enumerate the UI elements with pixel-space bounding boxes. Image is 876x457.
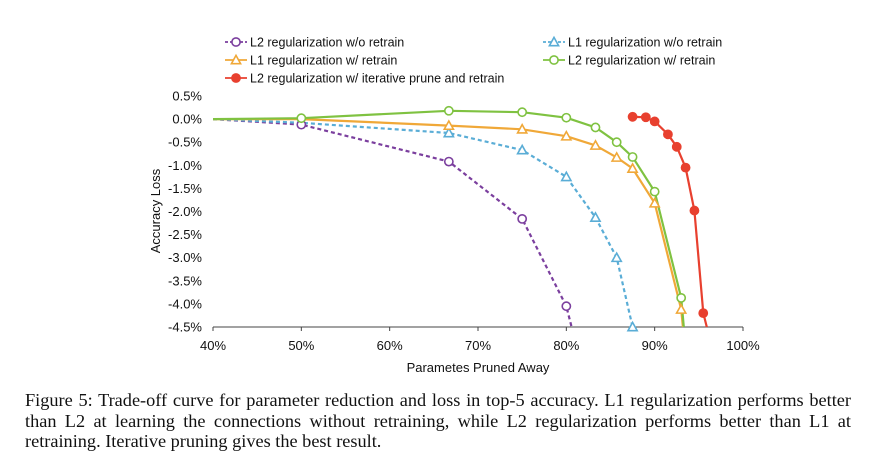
data-point — [626, 320, 639, 332]
series-1-markers — [296, 119, 572, 312]
series-layer — [213, 105, 709, 332]
data-point — [640, 112, 651, 123]
data-point — [517, 213, 528, 224]
y-tick-label: -2.0% — [168, 204, 202, 219]
data-point — [561, 112, 572, 123]
data-point — [560, 170, 573, 182]
series-line — [213, 118, 634, 328]
data-point — [610, 251, 623, 263]
series-5-markers — [627, 111, 709, 319]
data-point — [680, 162, 691, 173]
y-tick-label: -4.0% — [168, 296, 202, 311]
legend-label: L2 regularization w/ retrain — [568, 54, 715, 68]
series-2-markers — [442, 126, 639, 332]
data-point — [648, 196, 661, 208]
data-point — [589, 211, 602, 222]
legend-item: L2 regularization w/ iterative prune and… — [225, 72, 504, 86]
data-point — [663, 129, 673, 140]
data-point — [676, 292, 687, 303]
y-tick-label: -3.5% — [168, 273, 202, 288]
legend-swatch-marker — [230, 53, 242, 65]
data-point — [443, 105, 454, 116]
legend-item: L2 regularization w/o retrain — [225, 36, 404, 50]
y-axis-label: Accuracy Loss — [148, 168, 163, 253]
data-point — [442, 119, 455, 131]
x-tick-label: 60% — [377, 338, 403, 353]
y-tick-label: -3.0% — [168, 250, 202, 265]
legend-swatch-marker — [548, 35, 560, 47]
data-point — [589, 139, 602, 150]
x-tick-label: 40% — [200, 338, 226, 353]
series-3 — [213, 118, 684, 328]
data-point — [516, 123, 529, 134]
data-point — [560, 129, 573, 141]
series-1 — [213, 118, 573, 328]
legend-item: L2 regularization w/ retrain — [543, 54, 715, 68]
series-4-markers — [296, 105, 687, 303]
y-tick-label: -4.5% — [168, 320, 202, 335]
legend-swatch-marker — [231, 73, 241, 83]
x-tick-label: 100% — [726, 338, 760, 353]
legend-swatch-marker — [549, 55, 559, 65]
data-point — [627, 152, 638, 162]
data-point — [698, 308, 709, 319]
data-point — [516, 143, 529, 155]
data-point — [649, 186, 660, 197]
x-tick-label: 70% — [465, 338, 491, 353]
y-tick-label: -0.5% — [168, 135, 202, 150]
data-point — [296, 113, 307, 124]
x-tick-label: 80% — [553, 338, 579, 353]
x-axis-label: Parametes Pruned Away — [407, 360, 550, 375]
y-tick-label: -1.0% — [168, 158, 202, 173]
series-line — [213, 118, 684, 328]
data-point — [443, 156, 454, 167]
y-tick-label: 0.5% — [172, 89, 202, 104]
legend-label: L2 regularization w/o retrain — [250, 36, 404, 50]
data-point — [671, 141, 682, 152]
data-point — [626, 162, 639, 174]
axes: 40% 50% 60% 70% 80% 90% 100% 0.5% 0.0% -0.5% -1.0%… — [168, 89, 760, 354]
legend-label: L1 regularization w/o retrain — [568, 36, 722, 50]
accuracy-loss-chart: L2 regularization w/o retrain L1 regulari… — [148, 36, 760, 376]
legend-label: L2 regularization w/ iterative prune and… — [250, 72, 504, 86]
data-point — [611, 137, 622, 148]
data-point — [517, 107, 528, 118]
data-point — [649, 116, 660, 127]
legend: L2 regularization w/o retrain L1 regulari… — [225, 36, 722, 86]
data-point — [590, 122, 601, 133]
data-point — [561, 301, 572, 312]
x-tick-label: 90% — [642, 338, 668, 353]
series-line — [213, 118, 573, 328]
y-tick-label: -1.5% — [168, 181, 202, 196]
legend-item: L1 regularization w/o retrain — [543, 36, 722, 50]
y-tick-label: 0.0% — [172, 112, 202, 127]
series-3-markers — [442, 119, 688, 314]
data-point — [442, 126, 455, 138]
series-line — [632, 115, 708, 328]
data-point — [610, 151, 623, 162]
y-tick-label: -2.5% — [168, 227, 202, 242]
legend-label: L1 regularization w/ retrain — [250, 54, 397, 68]
legend-item: L1 regularization w/ retrain — [225, 54, 397, 68]
x-tick-label: 50% — [288, 338, 314, 353]
data-point — [689, 205, 700, 216]
data-point — [675, 303, 688, 314]
legend-swatch-marker — [231, 37, 241, 47]
series-2 — [213, 118, 634, 328]
data-point — [627, 111, 638, 122]
series-5 — [632, 115, 708, 328]
figure-caption: Figure 5: Trade-off curve for parameter … — [25, 390, 851, 451]
